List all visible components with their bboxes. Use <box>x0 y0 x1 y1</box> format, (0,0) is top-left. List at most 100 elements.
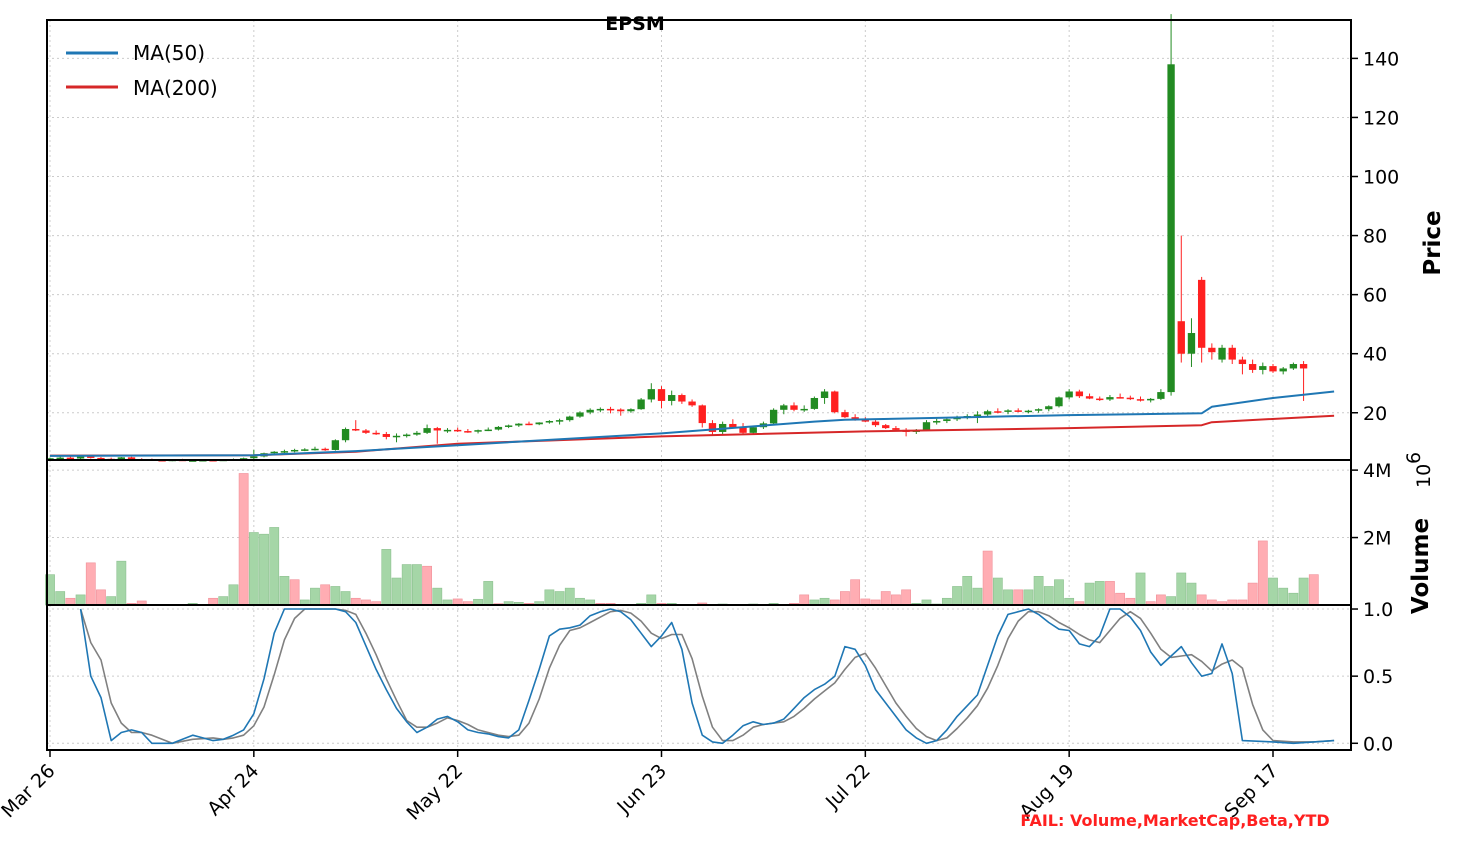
volume-bar <box>85 562 96 606</box>
candle-body <box>841 412 849 418</box>
candle-body <box>362 430 370 433</box>
candle-body <box>922 422 931 431</box>
volume-bar <box>982 550 993 606</box>
candle-body <box>555 420 564 422</box>
volume-bar <box>1125 597 1136 606</box>
volume-bar <box>208 597 218 606</box>
moving-average-lines <box>49 390 1335 457</box>
volume-bar <box>1054 579 1064 606</box>
volume-bar <box>840 591 850 606</box>
volume-bar <box>1033 576 1044 606</box>
candle-body <box>372 432 380 435</box>
candle-body <box>453 429 462 432</box>
candle-body <box>617 409 625 412</box>
candle-body <box>973 414 982 417</box>
legend-ma200-label: MA(200) <box>133 76 218 100</box>
candle-body <box>1157 392 1165 399</box>
candle-body <box>586 409 594 413</box>
candle-body <box>1126 397 1134 400</box>
price-tick-label: 20 <box>1363 403 1387 425</box>
volume-bar <box>75 594 86 606</box>
oscillator-panel-frame <box>46 604 1352 751</box>
candle-body <box>729 423 737 428</box>
volume-bar <box>96 589 106 606</box>
volume-bar <box>891 594 901 606</box>
candle-body <box>270 451 278 454</box>
oscillator-lines <box>79 608 1335 745</box>
volume-bar <box>1013 589 1024 606</box>
candle-body <box>321 448 329 451</box>
candle-body <box>769 409 778 424</box>
candle-body <box>1167 64 1175 393</box>
candle-body <box>239 458 248 460</box>
candle-body <box>525 423 533 426</box>
candle-body <box>983 411 992 415</box>
volume-bar <box>1105 581 1115 606</box>
candle-body <box>1085 396 1094 399</box>
volume-bar <box>880 591 891 606</box>
candle-body <box>698 405 706 424</box>
candle-body <box>443 429 452 432</box>
volume-bar <box>819 597 830 606</box>
price-axis-title: Price <box>1420 210 1446 275</box>
candle-body <box>668 395 676 401</box>
candle-body <box>301 449 309 451</box>
volume-bar <box>65 597 76 606</box>
volume-exponent-base: 10 <box>1413 464 1435 488</box>
candle-body <box>637 399 645 410</box>
candle-body <box>810 397 819 409</box>
candle-body <box>1197 279 1206 348</box>
volume-bar <box>1257 540 1268 606</box>
candle-body <box>1014 410 1022 412</box>
oscillator-y-ticks: 0.0 0.5 1.0 <box>1351 599 1393 755</box>
candle-body <box>882 425 890 429</box>
oscillator-tick-label: 0.0 <box>1363 733 1393 755</box>
failure-note: FAIL: Volume,MarketCap,Beta,YTD <box>1020 811 1329 830</box>
volume-bar <box>1115 592 1126 606</box>
candle-body <box>1248 364 1257 370</box>
candle-body <box>576 412 584 417</box>
candle-body <box>851 417 859 420</box>
price-tick-label: 120 <box>1363 107 1399 129</box>
candle-body <box>484 429 492 432</box>
candle-body <box>739 427 747 433</box>
candle-body <box>117 457 126 460</box>
candle-body <box>1299 364 1308 369</box>
volume-bar <box>1278 587 1289 606</box>
volume-bar <box>1094 581 1105 606</box>
candle-body <box>780 405 788 410</box>
candle-body <box>627 409 635 412</box>
volume-bar <box>972 587 983 606</box>
candle-body <box>1024 410 1033 413</box>
volume-bar <box>228 584 239 606</box>
candle-body <box>708 423 717 432</box>
legend: MA(50) MA(200) <box>66 41 218 100</box>
candle-body <box>403 434 411 437</box>
volume-bar <box>850 579 861 606</box>
candle-body <box>1034 409 1043 411</box>
candle-body <box>382 434 390 437</box>
volume-bar <box>1084 582 1095 606</box>
volume-bar <box>116 560 127 606</box>
candle-body <box>474 430 482 432</box>
volume-bar <box>238 473 249 606</box>
volume-bar <box>1176 572 1187 606</box>
volume-bar <box>340 591 351 606</box>
candle-body <box>250 456 258 459</box>
volume-axis-title: Volume <box>1408 518 1434 614</box>
candle-body <box>504 425 513 427</box>
candle-body <box>831 391 839 413</box>
volume-bar <box>401 564 412 606</box>
candle-body <box>678 395 686 402</box>
candle-body <box>1259 366 1267 370</box>
volume-bar <box>554 591 565 606</box>
chart-title: EPSM <box>605 13 665 35</box>
volume-bar <box>962 576 973 606</box>
candle-body <box>76 456 85 459</box>
volume-bar <box>289 579 300 606</box>
candle-body <box>1218 347 1226 360</box>
price-y-ticks: 20 40 60 80 100 120 140 <box>1351 48 1399 425</box>
volume-bar <box>320 584 331 606</box>
candle-body <box>1045 406 1053 410</box>
